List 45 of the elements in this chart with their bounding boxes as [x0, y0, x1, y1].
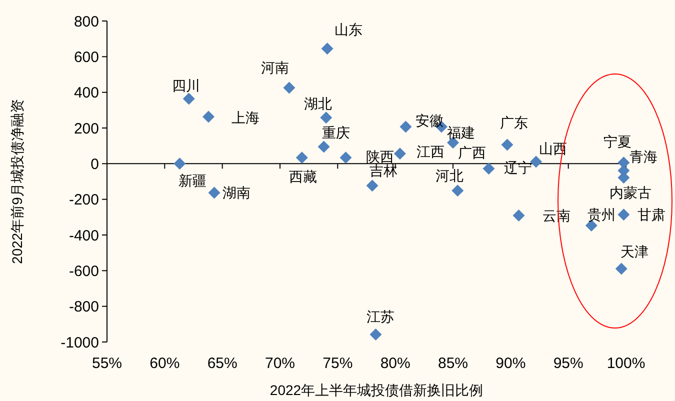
annotation: 江苏 [366, 309, 395, 326]
annotation: 吉林 [369, 164, 398, 180]
annotation: 天津 [620, 244, 648, 261]
x-tick-label: 65% [207, 355, 238, 372]
x-tick-label: 95% [553, 355, 584, 372]
annotation: 湖北 [304, 96, 332, 113]
annotation: 山东 [334, 22, 362, 39]
y-tick-label: -400 [68, 227, 99, 244]
x-tick-label: 80% [380, 355, 410, 372]
annotation: 青海 [630, 149, 658, 166]
annotation: 湖南 [222, 186, 250, 202]
annotation: 新疆 [178, 174, 207, 190]
annotation: 广西 [458, 146, 486, 162]
y-tick-label: 200 [74, 120, 99, 138]
annotation: 河南 [261, 60, 290, 77]
x-tick-label: 100% [606, 355, 646, 372]
y-tick-label: -200 [68, 192, 99, 209]
annotation: 上海 [231, 110, 260, 127]
x-tick-label: 90% [496, 355, 526, 372]
x-tick-label: 60% [150, 355, 180, 372]
annotation: 安徽 [416, 114, 444, 130]
y-tick-label: -600 [68, 262, 99, 280]
y-tick-label: -800 [68, 298, 99, 316]
annotation: 四川 [172, 78, 200, 95]
x-tick-label: 75% [322, 355, 353, 372]
x-tick-label: 55% [92, 355, 122, 372]
annotation: 广东 [500, 116, 528, 132]
x-tick-label: 85% [438, 355, 468, 372]
annotation: 甘肃 [638, 208, 666, 224]
x-axis-title: 2022年上半年城投债借新换旧比例 [270, 382, 484, 398]
annotation: 福建 [447, 126, 475, 142]
annotation: 西藏 [288, 170, 317, 186]
annotation: 贵州 [587, 207, 616, 224]
x-tick-label: 70% [264, 355, 296, 372]
annotation: 河北 [436, 168, 464, 184]
y-tick-label: 600 [74, 48, 99, 66]
y-tick-label: -1000 [60, 334, 99, 352]
annotation: 宁夏 [604, 134, 632, 150]
y-tick-label: 400 [74, 84, 99, 102]
y-tick-label: 0 [90, 156, 99, 173]
annotation: 重庆 [322, 126, 350, 142]
y-tick-label: 800 [74, 13, 99, 30]
annotation: 江西 [416, 144, 444, 161]
annotation: 内蒙古 [610, 185, 652, 202]
y-axis-title: 2022年前9月城投债净融资 [9, 99, 25, 264]
